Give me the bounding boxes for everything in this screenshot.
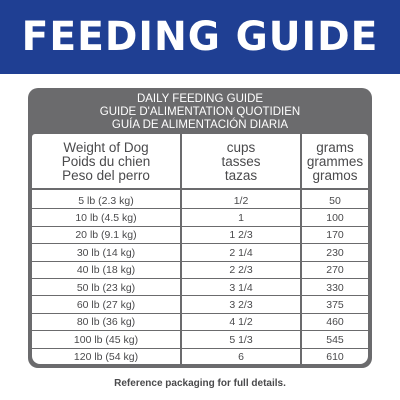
table-row: 120 lb (54 kg) 6 610 [32, 349, 368, 364]
column-header-grams-fr: grammes [306, 154, 364, 169]
weight-cell: 40 lb (18 kg) [76, 264, 136, 277]
cups-cell: 2 1/4 [229, 246, 253, 259]
weight-cell: 20 lb (9.1 kg) [75, 229, 137, 242]
table-row: 40 lb (18 kg) 2 2/3 270 [32, 262, 368, 279]
column-header-weight: Weight of Dog Poids du chien Peso del pe… [32, 141, 180, 183]
weight-cell: 100 lb (45 kg) [73, 333, 139, 346]
grams-cell: 460 [326, 316, 344, 329]
grams-cell: 545 [326, 333, 344, 346]
column-header-grams-en: grams [316, 140, 354, 155]
column-divider [180, 134, 182, 364]
weight-cell: 80 lb (36 kg) [76, 316, 136, 329]
grams-cell: 230 [326, 246, 344, 259]
column-header-cups-fr: tasses [221, 154, 261, 169]
table-row: 60 lb (27 kg) 3 2/3 375 [32, 296, 368, 314]
weight-cell: 10 lb (4.5 kg) [75, 212, 137, 225]
grams-cell: 170 [326, 229, 344, 242]
column-header-grams-es: gramos [312, 168, 358, 183]
column-header-weight-fr: Poids du chien [61, 154, 151, 169]
table-row: 10 lb (4.5 kg) 1 100 [32, 209, 368, 227]
cups-cell: 1/2 [233, 194, 249, 207]
cups-cell: 5 1/3 [229, 333, 253, 346]
column-header-grams: grams grammes gramos [302, 141, 368, 183]
page-title: FEEDING GUIDE [21, 14, 379, 60]
column-header-cups-es: tazas [224, 168, 258, 183]
feeding-guide-table: DAILY FEEDING GUIDE GUIDE D'ALIMENTATION… [28, 88, 372, 368]
weight-cell: 30 lb (14 kg) [76, 246, 136, 259]
cups-cell: 2 2/3 [229, 264, 253, 277]
weight-cell: 120 lb (54 kg) [73, 351, 139, 364]
weight-cell: 50 lb (23 kg) [76, 281, 136, 294]
title-banner: FEEDING GUIDE [0, 0, 400, 74]
column-header-cups: cups tasses tazas [182, 141, 300, 183]
weight-cell: 60 lb (27 kg) [76, 299, 136, 312]
table-body: Weight of Dog Poids du chien Peso del pe… [32, 134, 368, 364]
table-row: 80 lb (36 kg) 4 1/2 460 [32, 314, 368, 332]
table-row: 100 lb (45 kg) 5 1/3 545 [32, 331, 368, 349]
weight-cell: 5 lb (2.3 kg) [78, 194, 134, 207]
table-row: 30 lb (14 kg) 2 1/4 230 [32, 244, 368, 262]
column-header-cups-en: cups [226, 140, 256, 155]
cups-cell: 3 2/3 [229, 299, 253, 312]
cups-cell: 6 [238, 351, 244, 364]
grams-cell: 610 [326, 351, 344, 364]
table-row: 5 lb (2.3 kg) 1/2 50 [32, 192, 368, 210]
cups-cell: 1 2/3 [229, 229, 253, 242]
column-header-weight-es: Peso del perro [62, 168, 150, 183]
grams-cell: 100 [326, 212, 344, 225]
column-header-row: Weight of Dog Poids du chien Peso del pe… [32, 134, 368, 190]
header-line-fr: GUIDE D'ALIMENTATION QUOTIDIEN [99, 105, 301, 118]
table-header: DAILY FEEDING GUIDE GUIDE D'ALIMENTATION… [28, 90, 372, 134]
table-row: 50 lb (23 kg) 3 1/4 330 [32, 279, 368, 297]
cups-cell: 1 [238, 212, 244, 225]
table-row: 20 lb (9.1 kg) 1 2/3 170 [32, 227, 368, 245]
grams-cell: 50 [329, 194, 341, 207]
column-header-weight-en: Weight of Dog [63, 140, 149, 155]
cups-cell: 3 1/4 [229, 281, 253, 294]
grams-cell: 330 [326, 281, 344, 294]
grams-cell: 270 [326, 264, 344, 277]
column-divider [300, 134, 302, 364]
cups-cell: 4 1/2 [229, 316, 253, 329]
header-line-es: GUÍA DE ALIMENTACIÓN DIARIA [111, 118, 289, 131]
footer-note: Reference packaging for full details. [114, 378, 286, 389]
grams-cell: 375 [326, 299, 344, 312]
header-line-en: DAILY FEEDING GUIDE [136, 92, 264, 105]
